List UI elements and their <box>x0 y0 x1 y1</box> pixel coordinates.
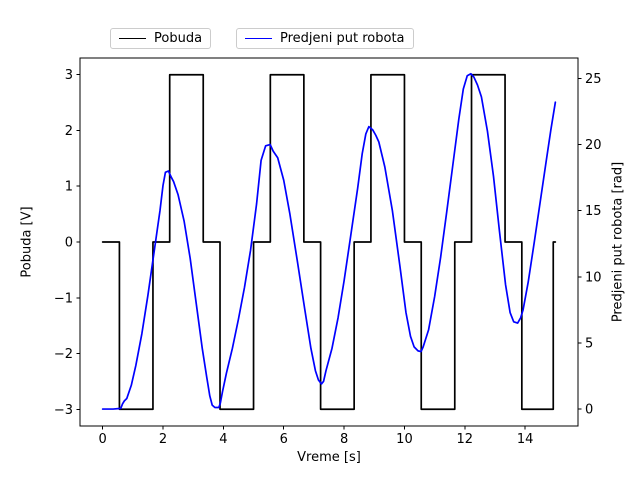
left-y-tick-label: 1 <box>65 180 73 195</box>
x-tick-label: 8 <box>340 432 348 447</box>
axis-ticks <box>76 74 582 430</box>
left-y-axis-label: Pobuda [V] <box>19 206 35 278</box>
legend-line-sample-predjeni-put <box>245 38 272 39</box>
x-tick-label: 0 <box>98 432 106 447</box>
x-tick-label: 10 <box>396 432 413 447</box>
left-y-tick-label: −2 <box>54 347 73 362</box>
right-y-tick-label: 0 <box>585 403 593 418</box>
right-y-tick-label: 20 <box>585 138 602 153</box>
left-y-tick-label: 0 <box>65 236 73 251</box>
left-y-tick-label: 2 <box>65 124 73 139</box>
legend-label-predjeni-put: Predjeni put robota <box>280 31 405 46</box>
right-y-tick-label: 15 <box>585 204 602 219</box>
data-series <box>101 72 557 411</box>
right-y-axis-label: Predjeni put robota [rad] <box>610 161 626 323</box>
series-line-0 <box>101 73 557 411</box>
x-axis-label: Vreme [s] <box>297 450 361 465</box>
left-y-tick-label: −3 <box>54 403 73 418</box>
x-tick-label: 12 <box>457 432 474 447</box>
x-tick-label: 14 <box>517 432 534 447</box>
x-tick-label: 4 <box>219 432 227 447</box>
legend-label-pobuda: Pobuda <box>154 31 203 46</box>
legend-line-sample-pobuda <box>119 38 146 39</box>
x-tick-label: 2 <box>159 432 167 447</box>
left-y-tick-label: 3 <box>65 68 73 83</box>
x-tick-label: 6 <box>280 432 288 447</box>
legend-predjeni-put: Predjeni put robota <box>236 28 414 49</box>
series-line-1 <box>101 72 557 410</box>
right-y-tick-label: 5 <box>585 336 593 351</box>
right-y-tick-label: 25 <box>585 72 602 87</box>
legend-pobuda: Pobuda <box>110 28 212 49</box>
right-y-tick-label: 10 <box>585 270 602 285</box>
left-y-tick-label: −1 <box>54 291 73 306</box>
